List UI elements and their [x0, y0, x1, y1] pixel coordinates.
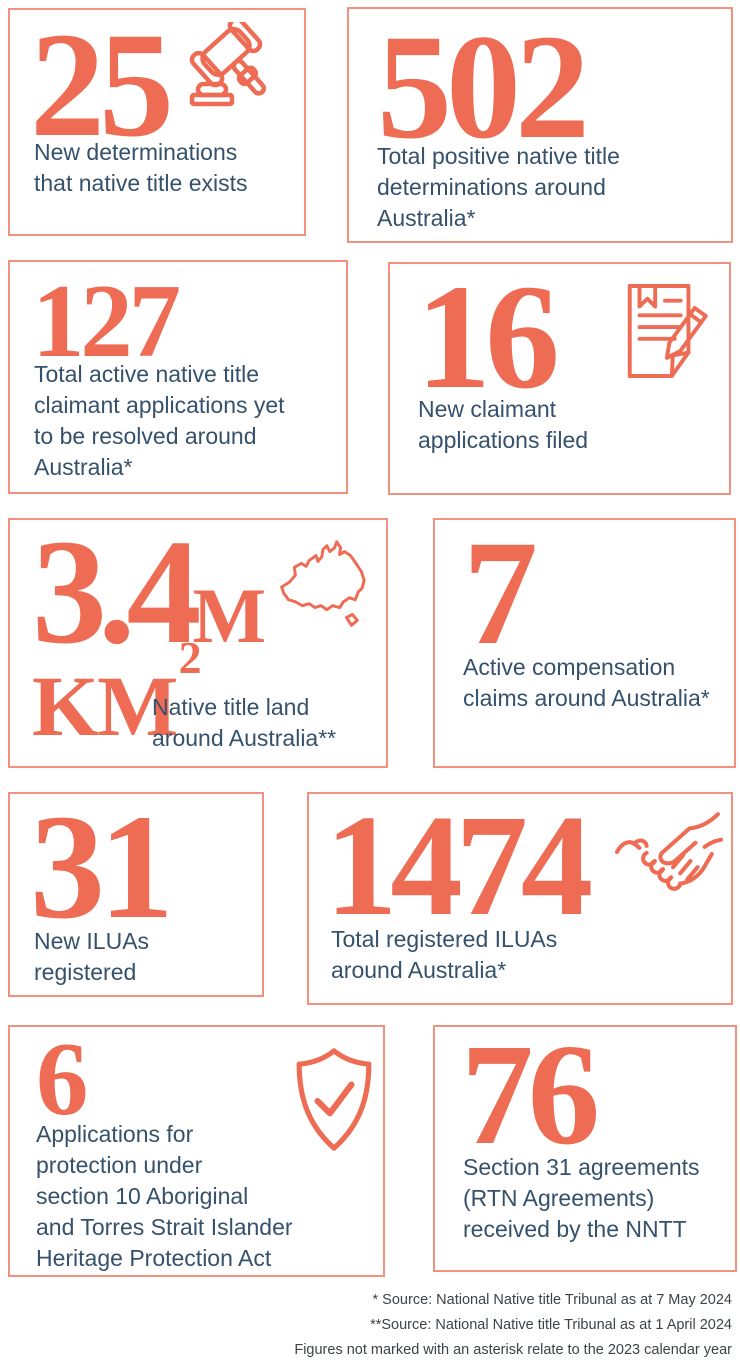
stat-card-new-determinations: 25 New determinations that native title … — [8, 8, 306, 236]
stat-label: Section 31 agreements (RTN Agreements) r… — [463, 1154, 700, 1242]
shield-check-icon — [292, 1045, 376, 1155]
footnote-source-1: * Source: National Native title Tribunal… — [372, 1292, 732, 1308]
stat-value: 6 — [36, 1020, 89, 1137]
document-pencil-icon — [618, 280, 708, 382]
stat-card-native-title-land-area: 3.4M KM2 Native title land around Austra… — [8, 517, 388, 768]
handshake-icon — [615, 808, 723, 902]
stat-label: Total active native title claimant appli… — [34, 361, 285, 480]
stat-card-section31-agreements: 76 Section 31 agreements (RTN Agreements… — [433, 1015, 737, 1272]
stat-unit-label: KM — [32, 658, 178, 754]
stat-card-section10-protection-applications: 6 Applications for protection under sect… — [8, 1025, 385, 1277]
stat-label: Native title land around Australia** — [152, 694, 337, 751]
stat-label: New determinations that native title exi… — [34, 139, 248, 196]
stat-value: 7 — [463, 510, 538, 676]
footnotes: * Source: National Native title Tribunal… — [294, 1288, 732, 1363]
stat-card-active-claimant-applications: 127 Total active native title claimant a… — [8, 260, 348, 494]
stat-card-new-iluas-registered: 31 New ILUAs registered — [8, 792, 264, 997]
stat-value: 25 — [30, 2, 174, 168]
stat-label: Total positive native title determinatio… — [377, 143, 620, 231]
footnote-source-2: **Source: National Native title Tribunal… — [370, 1317, 732, 1333]
stat-card-new-claimant-applications: 16 New claimant applications filed — [388, 262, 731, 495]
stat-value: 127 — [32, 262, 181, 379]
stat-card-total-positive-determinations: 502 Total positive native title determin… — [347, 7, 733, 243]
stat-value: 502 — [377, 4, 590, 170]
stat-label: New ILUAs registered — [34, 928, 150, 985]
stat-label: Active compensation claims around Austra… — [463, 654, 710, 711]
stat-value: 3.4M — [32, 517, 267, 667]
footnote-calendar-note: Figures not marked with an asterisk rela… — [294, 1342, 732, 1358]
stat-label: Total registered ILUAs around Australia* — [331, 926, 558, 983]
stat-card-total-registered-iluas: 1474 Total registered ILUAs around Austr… — [307, 792, 733, 1005]
stat-card-active-compensation-claims: 7 Active compensation claims around Aust… — [433, 518, 736, 768]
stat-unit-exponent: 2 — [178, 632, 202, 684]
stat-value-main: 3.4 — [32, 509, 201, 675]
gavel-icon — [186, 22, 278, 114]
stat-value: 1474 — [325, 786, 593, 946]
stat-label: New claimant applications filed — [418, 396, 589, 453]
australia-map-icon — [260, 538, 374, 634]
stat-label: Applications for protection under sectio… — [36, 1121, 293, 1271]
stat-value: 16 — [416, 254, 560, 420]
stat-value: 31 — [30, 784, 174, 950]
stat-unit: KM2 — [32, 635, 202, 749]
stat-value: 76 — [461, 1015, 600, 1175]
stat-value-suffix: M — [192, 572, 267, 659]
